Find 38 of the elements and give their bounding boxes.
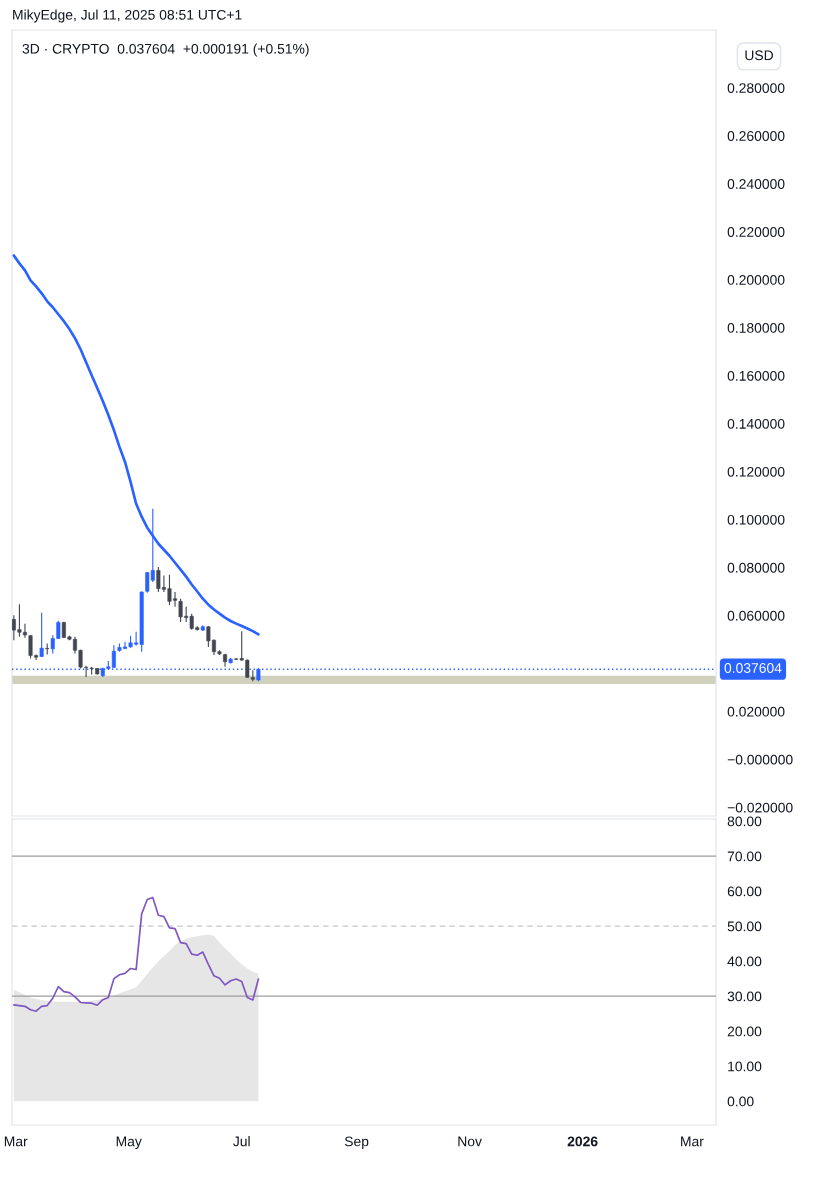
y-tick-label: 0.160000: [727, 370, 785, 381]
y-axis-title: USD: [745, 50, 773, 61]
y-tick-label: 0.200000: [727, 275, 785, 285]
line-series: [13, 896, 260, 1013]
y-tick-label: −0.020000: [727, 802, 793, 813]
text: 3D · CRYPTO 0.037604 +0.000191 (+0.51%): [22, 43, 309, 57]
x-tick-label: Mar: [681, 1136, 704, 1147]
y-tick-label: 10.00: [728, 1061, 762, 1072]
x-tick-label: Sep: [344, 1136, 369, 1150]
y-tick-label: 70.00: [727, 851, 762, 862]
y-tick-label: 0.060000: [727, 610, 785, 621]
y-tick-label: 0.260000: [727, 131, 785, 141]
y-tick-label: 20.00: [727, 1026, 762, 1037]
y-tick-label: 0.020000: [727, 706, 785, 717]
y-tick-label: 0.280000: [727, 83, 785, 93]
x-tick-label: Mar: [4, 1136, 28, 1147]
candlestick: [39, 612, 44, 658]
y-tick-label: 0.080000: [727, 562, 785, 573]
y-tick-label: −0.000000: [727, 754, 793, 765]
y-tick-label: 0.180000: [727, 322, 785, 333]
x-tick-label: May: [116, 1136, 142, 1150]
y-tick-label: 0.220000: [727, 227, 785, 237]
y-tick-label: 0.00: [727, 1096, 754, 1107]
y-tick-label: 40.00: [727, 956, 762, 967]
y-tick-label: 0.140000: [727, 418, 785, 429]
y-tick-label: 0.240000: [727, 179, 785, 189]
y-tick-label: 30.00: [727, 991, 762, 1002]
text: MikyEdge, Jul 11, 2025 08:51 UTC+1: [13, 9, 242, 23]
y-tick-label: 0.100000: [727, 514, 785, 525]
ref-line-label: 0.037604: [724, 663, 782, 673]
x-tick-label: 2026: [567, 1136, 598, 1147]
y-tick-label: 50.00: [727, 921, 762, 932]
line-series: [12, 254, 260, 636]
y-tick-label: 60.00: [727, 886, 762, 897]
y-tick-label: 0.120000: [727, 466, 785, 477]
y-tick-label: 80.00: [727, 816, 762, 827]
x-tick-label: Jul: [233, 1136, 250, 1147]
x-tick-label: Nov: [458, 1136, 482, 1147]
